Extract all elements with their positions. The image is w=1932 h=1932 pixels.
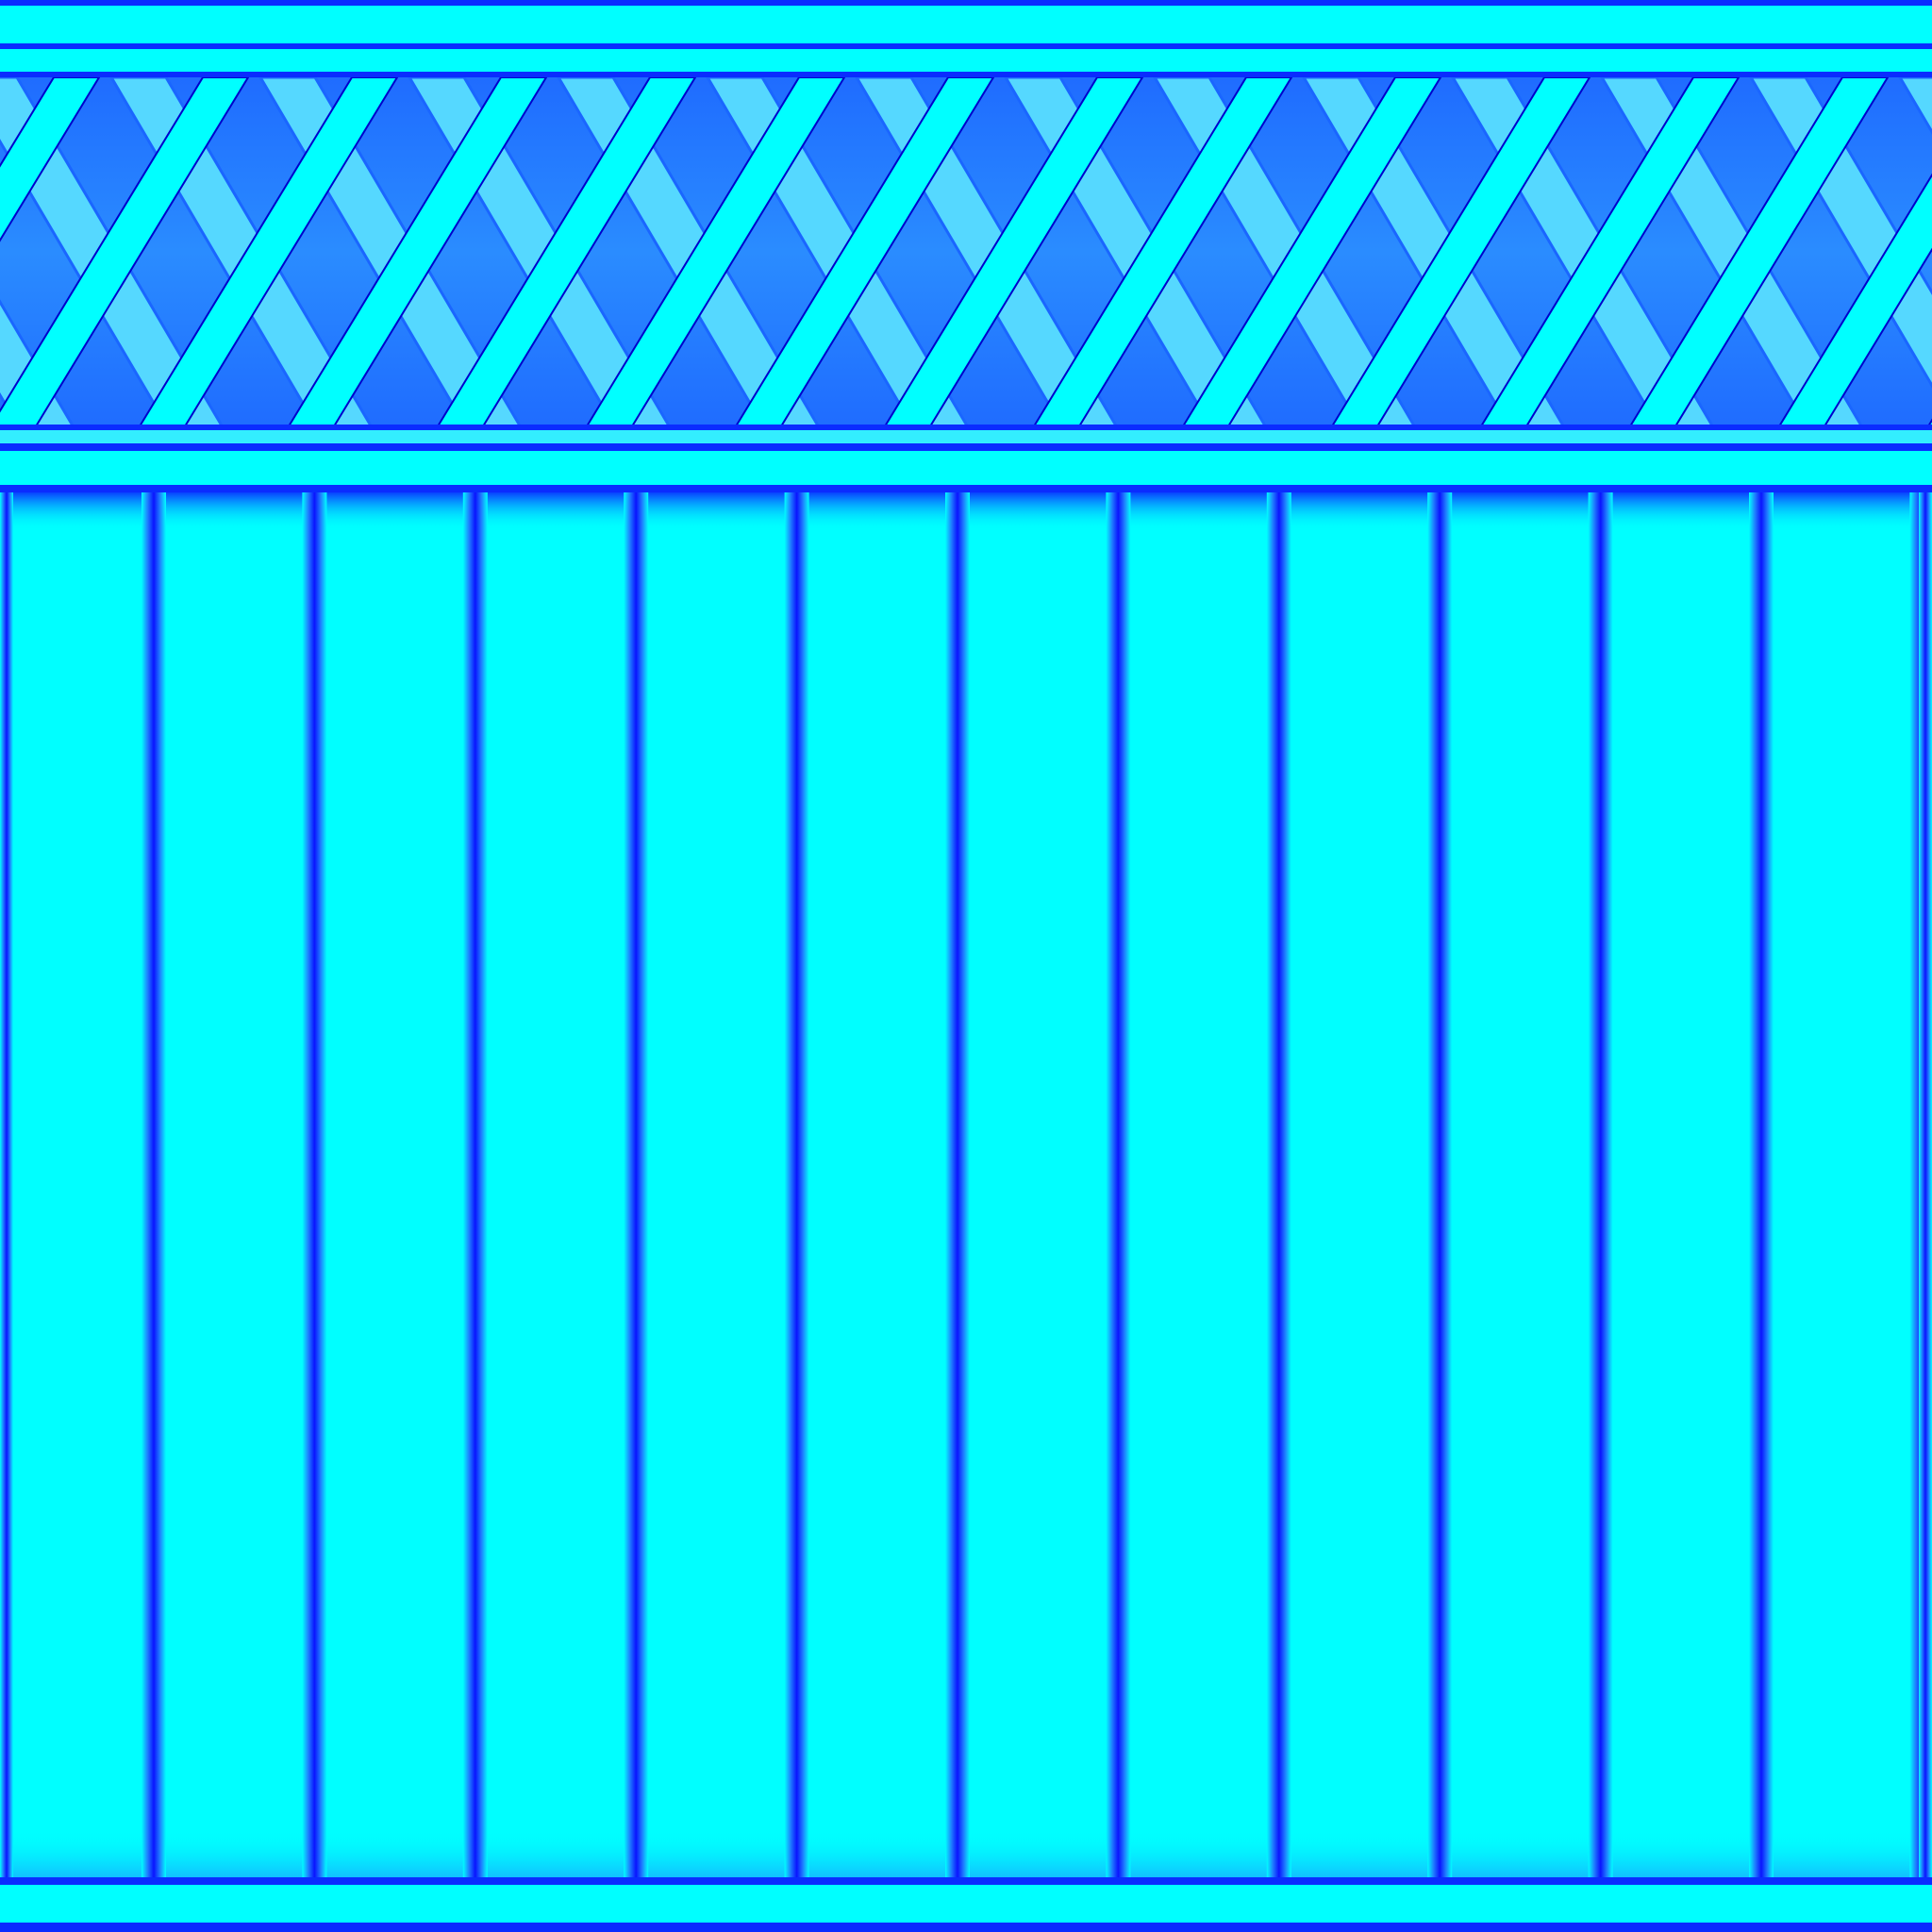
board-groove [302, 492, 327, 1879]
lattice-front-slat [1777, 173, 1932, 426]
lattice-front-slat [883, 77, 1144, 426]
board-edge [1919, 492, 1932, 1879]
board-groove [1266, 492, 1291, 1879]
lattice-front-slat [734, 77, 995, 426]
lattice-front-slat [1479, 77, 1740, 426]
board-groove [1588, 492, 1613, 1879]
board-groove [624, 492, 649, 1879]
board-groove [462, 492, 488, 1879]
board-panel [0, 492, 1932, 1879]
board-groove [1427, 492, 1453, 1879]
lattice-front-slat [1628, 77, 1890, 426]
lattice-front-slat [0, 77, 250, 426]
lattice-front-slat [436, 77, 697, 426]
board-edge [0, 492, 13, 1879]
lattice-front-slat [1330, 77, 1591, 426]
board-groove [945, 492, 970, 1879]
board-groove [1749, 492, 1774, 1879]
lattice-band [0, 77, 1932, 426]
lattice-front-slat [138, 77, 399, 426]
lattice-front-slats [0, 77, 1932, 426]
board-groove [784, 492, 809, 1879]
lattice-front-slat [0, 77, 101, 242]
lattice-back-slat [1898, 77, 1932, 135]
board-groove [1106, 492, 1131, 1879]
top-rail [0, 0, 1932, 77]
lattice-front-slat [287, 77, 548, 426]
board-groove [142, 492, 166, 1879]
lattice-front-slat [1181, 77, 1442, 426]
bottom-rail [0, 1877, 1932, 1932]
lattice-front-slat [1032, 77, 1293, 426]
middle-rail [0, 425, 1932, 492]
lattice-front-slat [585, 77, 846, 426]
